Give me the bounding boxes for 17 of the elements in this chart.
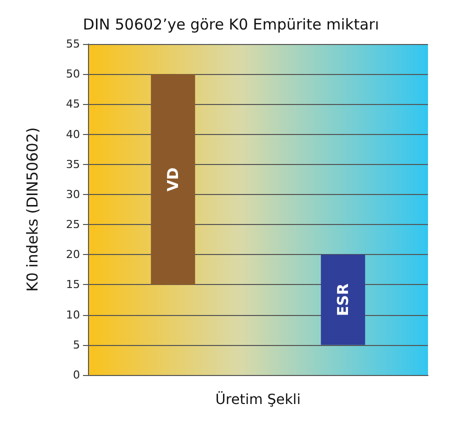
x-axis-title: Üretim Şekli [215, 391, 301, 408]
x-tick-label: VD [164, 167, 182, 192]
y-tick-label: 5 [73, 338, 80, 352]
y-tick-label: 50 [66, 68, 80, 81]
y-tick-label: 35 [66, 158, 80, 171]
y-tick-label: 20 [66, 248, 80, 262]
y-tick-label: 40 [66, 128, 80, 141]
y-axis-title: K0 indeks (DIN50602) [24, 127, 42, 292]
y-tick-label: 55 [66, 38, 80, 50]
chart-title: DIN 50602’ye göre K0 Empürite miktarı [82, 16, 380, 34]
y-tick-label: 45 [66, 98, 80, 111]
y-tick-label: 0 [73, 368, 80, 382]
y-tick-label: 10 [66, 308, 80, 322]
x-tick-label: ESR [334, 283, 352, 316]
y-tick-label: 25 [66, 218, 80, 232]
y-tick-label: 15 [66, 278, 80, 292]
y-tick-label: 30 [66, 188, 80, 201]
